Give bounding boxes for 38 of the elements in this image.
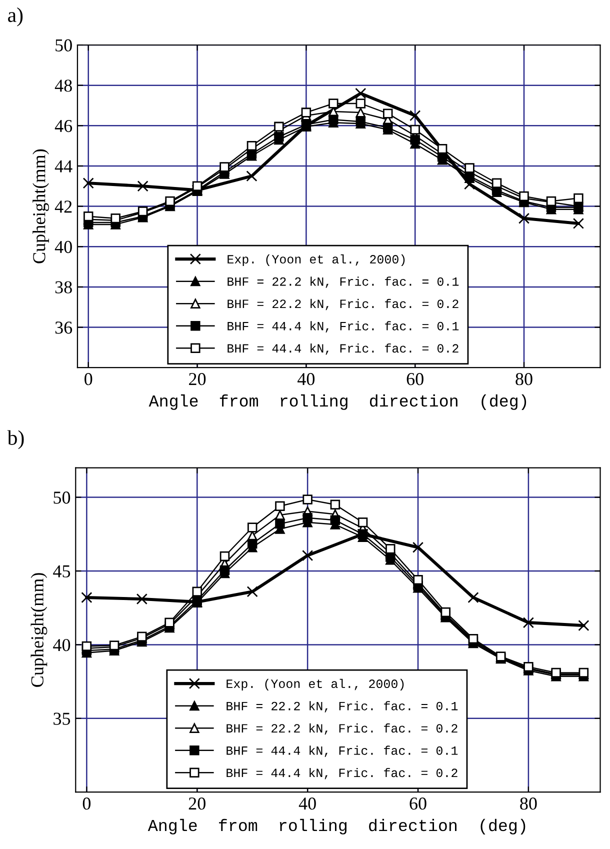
x-tick-label: 60: [406, 373, 424, 386]
y-tick-label: 40: [53, 638, 70, 652]
y-axis-title: Cupheight(mm): [32, 149, 49, 264]
x-tick-label: 80: [516, 373, 532, 386]
y-tick-label: 38: [55, 281, 72, 294]
y-tick-label: 50: [56, 39, 72, 52]
y-tick-label: 36: [55, 322, 72, 334]
y-tick-label: 48: [54, 80, 72, 92]
x-tick-label: 20: [189, 373, 206, 386]
x-axis-title: Angle from rolling direction (deg): [148, 818, 526, 834]
legend-label: BHF = 22.2 kN, Fric. fac. = 0.2: [226, 723, 458, 735]
x-tick-label: 60: [410, 798, 426, 810]
y-axis-title: Cupheight(mm): [30, 573, 48, 687]
chart-title: b): [7, 430, 24, 450]
legend-label: Exp. (Yoon et al., 2000): [226, 678, 404, 691]
x-tick-label: 0: [82, 798, 91, 810]
legend-label: BHF = 44.4 kN, Fric. fac. = 0.2: [228, 343, 458, 355]
x-tick-label: 0: [84, 373, 92, 386]
legend-label: BHF = 22.2 kN, Fric. fac. = 0.2: [228, 298, 458, 310]
legend-label: BHF = 44.4 kN, Fric. fac. = 0.1: [226, 746, 458, 757]
x-tick-label: 20: [188, 798, 206, 810]
x-tick-label: 80: [520, 798, 537, 810]
y-tick-label: 50: [54, 492, 70, 504]
y-tick-label: 42: [54, 200, 72, 213]
legend-label: BHF = 44.4 kN, Fric. fac. = 0.1: [228, 321, 459, 332]
y-tick-label: 46: [54, 120, 72, 132]
legend-label: BHF = 44.4 kN, Fric. fac. = 0.2: [226, 768, 458, 780]
y-tick-label: 35: [54, 712, 70, 725]
chart-title: a): [8, 7, 23, 26]
legend-label: BHF = 22.2 kN, Fric. fac. = 0.1: [228, 276, 459, 288]
x-tick-label: 40: [298, 798, 316, 810]
legend-label: BHF = 22.2 kN, Fric. fac. = 0.1: [226, 701, 458, 712]
x-tick-label: 40: [298, 373, 315, 386]
x-axis-title: Angle from rolling direction (deg): [148, 394, 526, 410]
y-tick-label: 45: [53, 565, 70, 578]
legend-label: Exp. (Yoon et al., 2000): [228, 254, 405, 266]
y-tick-label: 44: [54, 160, 72, 172]
y-tick-label: 40: [54, 240, 72, 254]
